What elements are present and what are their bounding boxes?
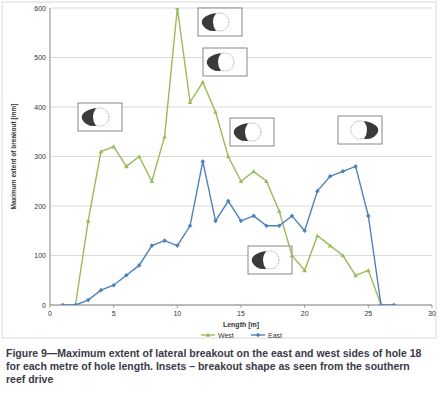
series-line: [75, 8, 381, 305]
caption: Figure 9—Maximum extent of lateral break…: [6, 347, 426, 386]
data-point: [353, 164, 358, 169]
data-point: [353, 273, 358, 277]
x-tick-label: 10: [173, 310, 181, 317]
data-point: [251, 214, 256, 219]
data-point: [251, 169, 256, 173]
data-point: [73, 303, 78, 305]
data-point: [162, 238, 167, 243]
data-point: [188, 224, 193, 229]
inset: [248, 246, 292, 274]
data-point: [201, 159, 206, 164]
data-point: [188, 100, 193, 104]
data-point: [239, 219, 244, 224]
legend-marker: [256, 333, 260, 337]
data-point: [341, 253, 346, 257]
data-point: [99, 288, 104, 293]
data-point: [392, 303, 397, 305]
data-point: [328, 243, 333, 247]
y-tick-label: 300: [34, 153, 46, 160]
series-line: [63, 161, 394, 305]
data-point: [290, 253, 295, 257]
data-point: [379, 303, 384, 305]
data-point: [60, 303, 65, 305]
data-point: [175, 8, 180, 10]
data-point: [201, 80, 206, 84]
chart-frame: [2, 2, 436, 338]
data-point: [366, 268, 371, 272]
y-tick-label: 400: [34, 104, 46, 111]
chart: 0 100 200 300 400 500 600 0 5 10 15 20 25 30 Length [m…: [0, 0, 440, 340]
data-point: [264, 179, 269, 183]
y-tick-label: 100: [34, 252, 46, 259]
data-point: [264, 224, 269, 229]
inset: [78, 103, 122, 131]
data-point: [137, 154, 142, 158]
data-point: [111, 144, 116, 148]
data-point: [302, 228, 307, 233]
data-point: [315, 189, 320, 194]
data-point: [277, 224, 282, 229]
x-axis: [50, 305, 432, 306]
inset: [338, 116, 382, 144]
data-point: [239, 179, 244, 183]
data-point: [302, 268, 307, 272]
inset: [230, 118, 274, 146]
data-point: [111, 283, 116, 288]
inset: [203, 48, 247, 76]
plot-area: [60, 8, 396, 305]
y-tick-label: 500: [34, 54, 46, 61]
x-tick-label: 30: [428, 310, 436, 317]
data-point: [366, 214, 371, 219]
data-point: [226, 199, 231, 204]
data-point: [150, 243, 155, 248]
x-tick-label: 15: [237, 310, 245, 317]
x-tick-label: 25: [364, 310, 372, 317]
data-point: [86, 298, 91, 303]
y-axis: [50, 8, 51, 305]
data-point: [315, 233, 320, 237]
data-point: [341, 169, 346, 174]
legend-label: East: [268, 332, 282, 339]
data-point: [328, 174, 333, 179]
inset: [198, 8, 242, 36]
grid-line: [50, 305, 432, 306]
data-point: [290, 214, 295, 219]
y-tick-label: 200: [34, 203, 46, 210]
x-tick-label: 20: [301, 310, 309, 317]
x-tick-label: 0: [48, 310, 52, 317]
grid-line: [50, 206, 432, 207]
y-axis-label: Maximum extent of breakout [mm]: [10, 104, 18, 210]
y-tick-label: 600: [34, 5, 46, 12]
data-point: [124, 164, 129, 168]
x-tick-label: 5: [112, 310, 116, 317]
data-point: [175, 243, 180, 248]
y-tick-label: 0: [42, 302, 46, 309]
data-point: [124, 273, 129, 278]
data-point: [137, 263, 142, 268]
data-point: [162, 134, 167, 138]
data-point: [99, 149, 104, 153]
data-point: [226, 154, 231, 158]
data-point: [86, 219, 91, 223]
data-point: [213, 110, 218, 114]
data-point: [277, 209, 282, 213]
data-point: [213, 219, 218, 224]
legend-marker: [206, 333, 210, 337]
x-axis-label: Length [m]: [223, 321, 259, 329]
grid-line: [50, 156, 432, 157]
legend-label: West: [218, 332, 234, 339]
data-point: [150, 179, 155, 183]
data-point: [379, 303, 384, 305]
